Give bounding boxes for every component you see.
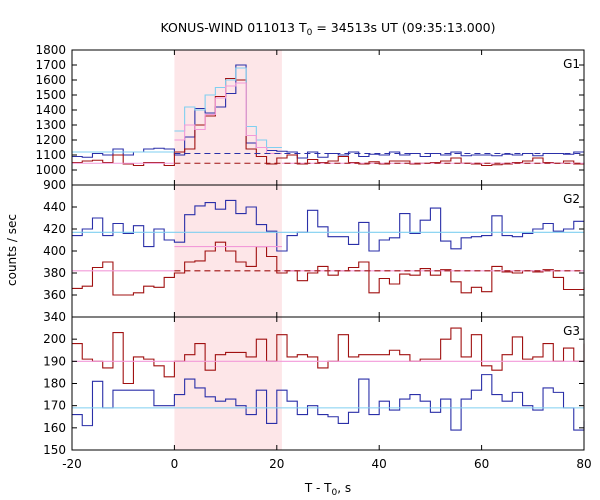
g1-y-tick-label-1200: 1200: [35, 133, 66, 147]
x-tick-label-0: 0: [171, 457, 179, 471]
g3-series-1-blue: [72, 374, 585, 431]
g1-y-tick-label-1000: 1000: [35, 163, 66, 177]
g2-series-2-red: [72, 241, 585, 296]
g2-panel-frame: [71, 184, 585, 318]
plot-layer: 900100011001200130014001500160017001800G…: [35, 43, 591, 471]
g2-series-1-blue: [72, 199, 584, 252]
chart-title: KONUS-WIND 011013 T0 = 34513s UT (09:35:…: [160, 20, 495, 38]
g2-y-tick-label-440: 440: [43, 200, 66, 214]
g3-y-tick-label-200: 200: [43, 332, 66, 346]
g3-panel-frame: [71, 316, 585, 451]
g2-y-tick-label-380: 380: [43, 266, 66, 280]
g1-y-tick-label-1600: 1600: [35, 73, 66, 87]
g3-y-tick-label-160: 160: [43, 421, 66, 435]
g1-y-tick-label-1800: 1800: [35, 43, 66, 57]
g3-y-tick-label-150: 150: [43, 443, 66, 457]
g2-y-tick-label-360: 360: [43, 288, 66, 302]
x-tick-label--20: -20: [62, 457, 82, 471]
x-tick-label-40: 40: [372, 457, 387, 471]
x-tick-label-80: 80: [576, 457, 591, 471]
g1-series-4-pink: [174, 82, 282, 155]
g1-y-tick-label-900: 900: [43, 178, 66, 192]
g1-panel-frame: [71, 49, 585, 186]
g3-series-2-red: [72, 327, 585, 385]
g1-panel-label: G1: [563, 57, 580, 71]
g2-y-tick-label-420: 420: [43, 222, 66, 236]
y-axis-label: counts / sec: [5, 214, 19, 286]
g1-y-tick-label-1700: 1700: [35, 58, 66, 72]
g2-y-tick-label-340: 340: [43, 310, 66, 324]
g2-y-tick-label-400: 400: [43, 244, 66, 258]
g1-y-tick-label-1500: 1500: [35, 88, 66, 102]
g3-y-tick-label-170: 170: [43, 399, 66, 413]
g1-y-tick-label-1400: 1400: [35, 103, 66, 117]
x-tick-label-60: 60: [474, 457, 489, 471]
g3-panel-label: G3: [563, 324, 580, 338]
g1-y-tick-label-1100: 1100: [35, 148, 66, 162]
x-tick-label-20: 20: [269, 457, 284, 471]
g3-y-tick-label-190: 190: [43, 354, 66, 368]
x-axis-label: T - T0, s: [304, 481, 351, 498]
g1-series-1-blue: [72, 64, 584, 159]
highlight-interval: [174, 50, 282, 450]
g3-y-tick-label-180: 180: [43, 377, 66, 391]
g2-panel-label: G2: [563, 192, 580, 206]
g1-y-tick-label-1300: 1300: [35, 118, 66, 132]
